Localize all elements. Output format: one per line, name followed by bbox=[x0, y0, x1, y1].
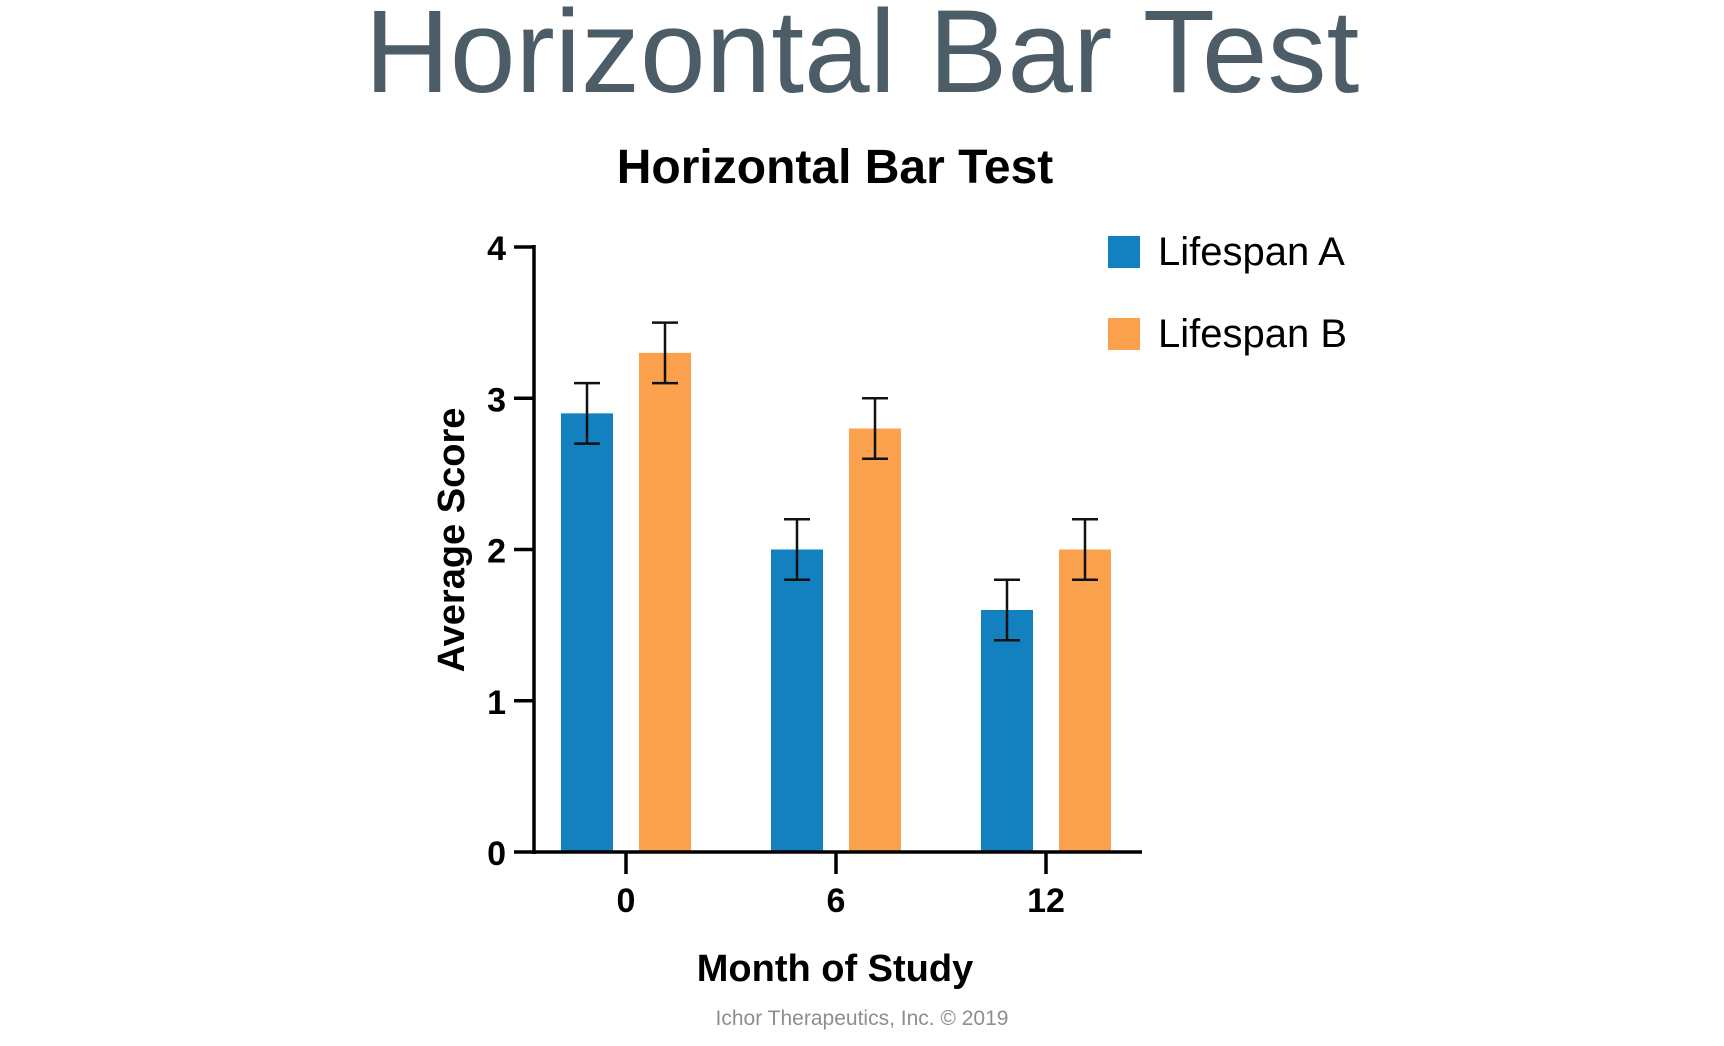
legend-label-a: Lifespan A bbox=[1158, 230, 1345, 274]
y-tick-label-3: 3 bbox=[487, 381, 506, 419]
error-bar-b-6 bbox=[862, 397, 888, 460]
error-bar-a-6 bbox=[784, 518, 810, 581]
bar-a-12 bbox=[981, 610, 1033, 852]
bar-b-0 bbox=[639, 352, 691, 852]
bar-b-6 bbox=[849, 428, 901, 852]
x-axis-label: Month of Study bbox=[697, 948, 973, 990]
error-bar-b-12 bbox=[1072, 518, 1098, 581]
bar-a-6 bbox=[771, 549, 823, 852]
chart-title: Horizontal Bar Test bbox=[617, 141, 1054, 194]
y-axis-label: Average Score bbox=[431, 408, 473, 673]
y-tick-label-0: 0 bbox=[487, 835, 506, 873]
legend-swatch-a bbox=[1108, 236, 1140, 268]
legend-label-b: Lifespan B bbox=[1158, 312, 1347, 356]
y-tick-label-2: 2 bbox=[487, 533, 506, 571]
y-tick-label-1: 1 bbox=[487, 684, 506, 722]
slide-title: Horizontal Bar Test bbox=[364, 0, 1360, 118]
x-tick-label-6: 6 bbox=[827, 882, 846, 920]
y-tick-label-4: 4 bbox=[487, 230, 506, 268]
error-bar-b-0 bbox=[652, 321, 678, 385]
bar-a-0 bbox=[561, 413, 613, 852]
footer-copyright: Ichor Therapeutics, Inc. © 2019 bbox=[715, 1007, 1009, 1030]
error-bar-a-12 bbox=[994, 578, 1020, 642]
legend-swatch-b bbox=[1108, 318, 1140, 350]
error-bar-a-0 bbox=[574, 381, 600, 445]
x-tick-label-12: 12 bbox=[1027, 882, 1065, 920]
legend: Lifespan A Lifespan B bbox=[1108, 230, 1347, 356]
bar-b-12 bbox=[1059, 549, 1111, 852]
x-tick-label-0: 0 bbox=[617, 882, 636, 920]
